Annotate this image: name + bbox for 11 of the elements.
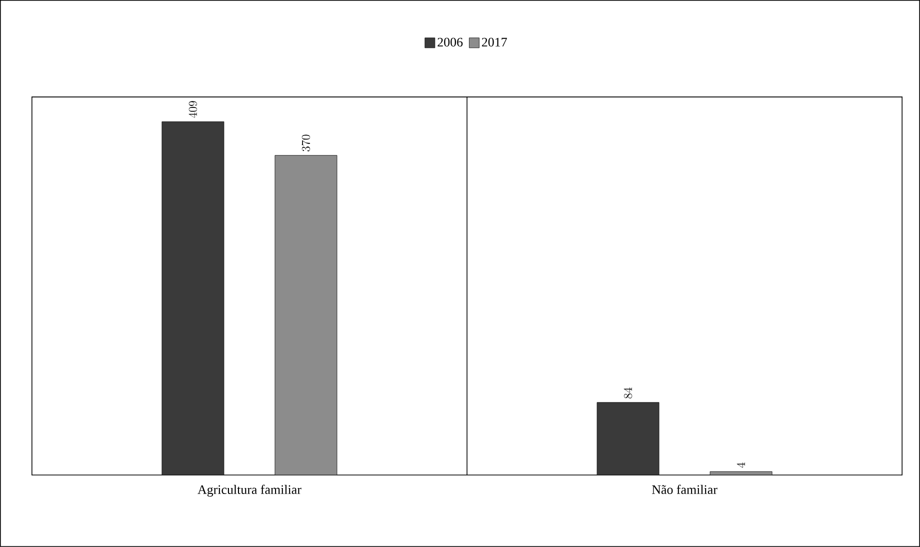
legend-label: 2017 [482,38,507,47]
bar [162,122,224,476]
x-tick-label: Não familiar [652,484,718,494]
bar [274,155,338,476]
data-label: 370 [302,134,310,152]
x-tick-label: Agricultura familiar [198,484,302,497]
data-label: 4 [736,462,745,468]
data-label: 409 [188,101,198,118]
bar [596,402,660,476]
data-label: 84 [624,388,632,398]
legend-label: 2006 [438,38,463,47]
